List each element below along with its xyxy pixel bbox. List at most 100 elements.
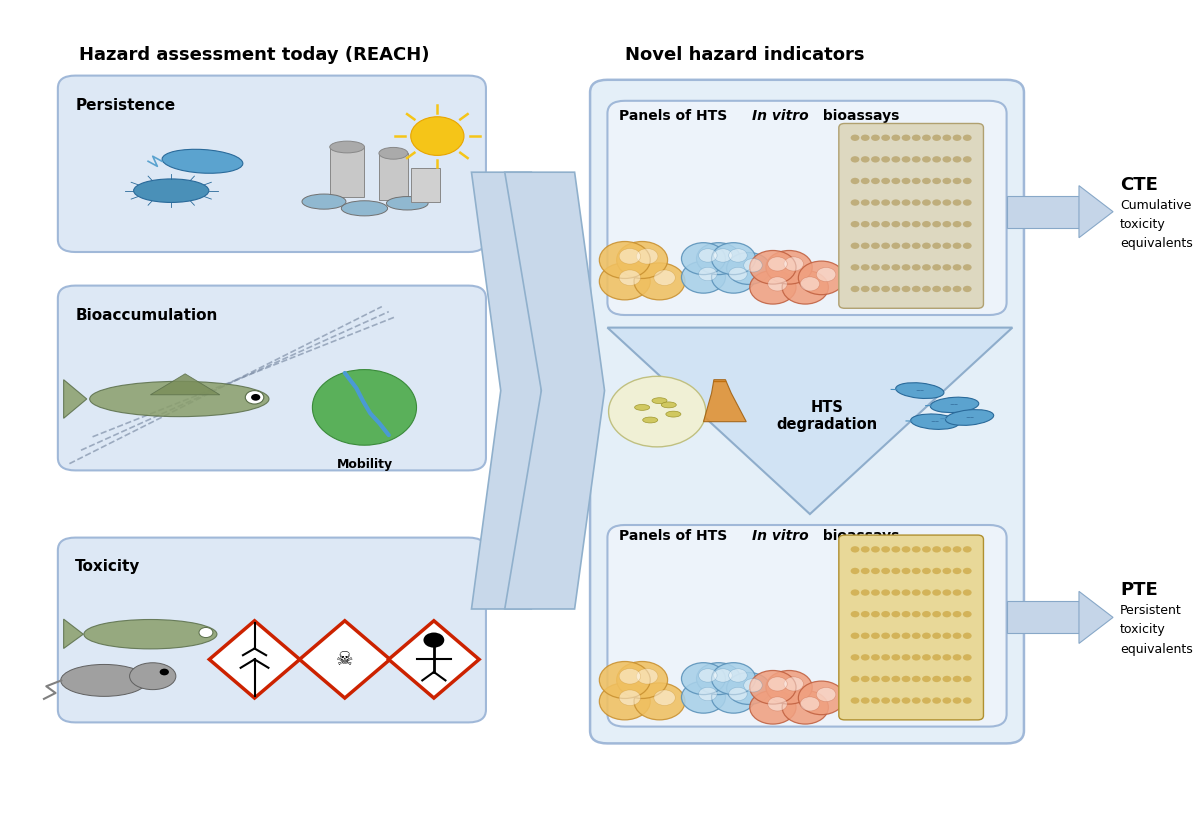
Circle shape (892, 243, 900, 249)
Circle shape (768, 257, 787, 271)
Ellipse shape (666, 412, 680, 417)
Circle shape (922, 134, 931, 141)
Circle shape (962, 221, 972, 228)
Circle shape (932, 590, 941, 596)
Circle shape (860, 675, 870, 682)
Bar (1007, 196, 1079, 228)
Circle shape (881, 199, 890, 206)
Circle shape (932, 199, 941, 206)
Polygon shape (300, 621, 390, 698)
FancyBboxPatch shape (607, 525, 1007, 727)
Circle shape (871, 199, 880, 206)
Text: ~~: ~~ (950, 402, 959, 407)
Circle shape (892, 134, 900, 141)
Text: In vitro: In vitro (752, 109, 809, 123)
Circle shape (698, 267, 718, 281)
Circle shape (942, 178, 952, 184)
Circle shape (617, 242, 667, 279)
Circle shape (922, 675, 931, 682)
Circle shape (727, 673, 770, 705)
Circle shape (728, 267, 748, 281)
Circle shape (922, 697, 931, 704)
Circle shape (871, 590, 880, 596)
Circle shape (953, 546, 961, 553)
Circle shape (942, 221, 952, 228)
Circle shape (953, 590, 961, 596)
Circle shape (881, 633, 890, 639)
Circle shape (619, 669, 641, 684)
Circle shape (860, 221, 870, 228)
Circle shape (881, 221, 890, 228)
Circle shape (922, 654, 931, 660)
Circle shape (860, 134, 870, 141)
Ellipse shape (133, 179, 209, 202)
Circle shape (860, 199, 870, 206)
Circle shape (892, 633, 900, 639)
Circle shape (851, 654, 859, 660)
Circle shape (932, 178, 941, 184)
Circle shape (962, 697, 972, 704)
Text: bioassays: bioassays (818, 529, 899, 543)
Circle shape (654, 690, 676, 706)
Ellipse shape (330, 141, 365, 153)
Bar (330, 147, 365, 197)
Circle shape (860, 568, 870, 575)
Circle shape (942, 654, 952, 660)
Circle shape (816, 267, 836, 281)
Polygon shape (64, 619, 83, 648)
Text: Bioaccumulation: Bioaccumulation (76, 307, 217, 323)
Circle shape (881, 675, 890, 682)
Circle shape (881, 654, 890, 660)
Circle shape (860, 697, 870, 704)
Ellipse shape (652, 397, 667, 404)
Polygon shape (389, 621, 479, 698)
Circle shape (599, 263, 650, 300)
Text: Toxicity: Toxicity (76, 559, 140, 575)
Circle shape (892, 178, 900, 184)
Circle shape (424, 633, 444, 648)
Circle shape (860, 178, 870, 184)
Circle shape (871, 697, 880, 704)
Circle shape (851, 156, 859, 163)
Circle shape (784, 257, 804, 271)
Circle shape (768, 697, 787, 711)
Circle shape (912, 221, 920, 228)
Circle shape (766, 250, 812, 284)
Circle shape (782, 690, 828, 724)
Ellipse shape (162, 150, 242, 173)
Circle shape (892, 156, 900, 163)
FancyBboxPatch shape (58, 538, 486, 722)
Circle shape (912, 590, 920, 596)
Circle shape (871, 286, 880, 292)
Circle shape (953, 675, 961, 682)
Circle shape (962, 199, 972, 206)
Circle shape (932, 156, 941, 163)
Text: Novel hazard indicators: Novel hazard indicators (625, 45, 864, 64)
Circle shape (901, 264, 911, 270)
Circle shape (962, 546, 972, 553)
Circle shape (682, 681, 726, 713)
Circle shape (901, 156, 911, 163)
Circle shape (698, 669, 718, 682)
Circle shape (768, 277, 787, 291)
Circle shape (750, 690, 796, 724)
Ellipse shape (90, 381, 269, 417)
Circle shape (636, 669, 658, 684)
Polygon shape (150, 374, 220, 395)
Circle shape (881, 697, 890, 704)
Circle shape (962, 156, 972, 163)
Circle shape (922, 243, 931, 249)
Circle shape (766, 670, 812, 704)
FancyBboxPatch shape (607, 101, 1007, 315)
FancyBboxPatch shape (839, 123, 984, 308)
Circle shape (851, 568, 859, 575)
Circle shape (892, 675, 900, 682)
Circle shape (953, 134, 961, 141)
Circle shape (901, 633, 911, 639)
Circle shape (912, 633, 920, 639)
Circle shape (712, 681, 756, 713)
Text: PTE: PTE (1120, 580, 1158, 599)
Circle shape (871, 633, 880, 639)
Circle shape (912, 134, 920, 141)
Circle shape (871, 264, 880, 270)
